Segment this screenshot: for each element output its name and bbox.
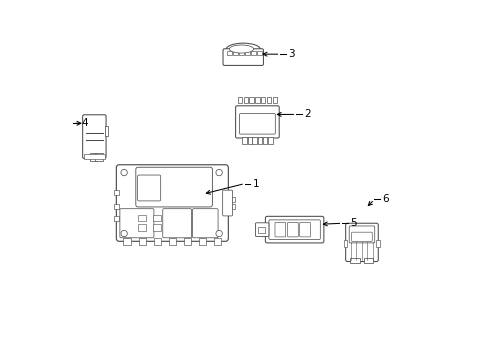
Bar: [350, 258, 360, 263]
FancyBboxPatch shape: [116, 165, 228, 241]
Bar: [90, 153, 98, 161]
Bar: [153, 215, 161, 221]
Bar: [226, 51, 232, 55]
Bar: [263, 136, 267, 144]
Bar: [154, 238, 161, 245]
FancyBboxPatch shape: [136, 167, 212, 207]
FancyBboxPatch shape: [240, 114, 275, 134]
Bar: [96, 153, 102, 161]
Bar: [258, 136, 262, 144]
Bar: [169, 238, 176, 245]
Text: 4: 4: [81, 118, 88, 128]
Bar: [232, 204, 235, 210]
Bar: [139, 238, 146, 245]
Bar: [255, 97, 260, 103]
Bar: [114, 216, 119, 221]
Ellipse shape: [226, 43, 260, 56]
Bar: [248, 136, 252, 144]
FancyBboxPatch shape: [288, 222, 298, 237]
FancyBboxPatch shape: [349, 226, 375, 243]
Bar: [199, 238, 206, 245]
Bar: [114, 204, 119, 210]
Bar: [344, 239, 347, 247]
Circle shape: [216, 169, 222, 176]
Bar: [153, 224, 161, 231]
Bar: [105, 126, 108, 136]
FancyBboxPatch shape: [138, 175, 161, 201]
Bar: [272, 97, 277, 103]
Bar: [267, 97, 271, 103]
Bar: [123, 238, 130, 245]
Circle shape: [121, 169, 127, 176]
Bar: [261, 97, 266, 103]
Text: 3: 3: [289, 49, 295, 59]
Text: 1: 1: [253, 179, 260, 189]
Bar: [269, 136, 272, 144]
Bar: [376, 239, 380, 247]
Bar: [232, 197, 235, 202]
Bar: [138, 215, 146, 221]
Bar: [258, 227, 265, 233]
FancyBboxPatch shape: [236, 106, 279, 138]
Bar: [251, 51, 256, 55]
Bar: [233, 51, 238, 55]
Bar: [214, 238, 221, 245]
Bar: [245, 51, 250, 55]
FancyBboxPatch shape: [222, 190, 233, 216]
FancyBboxPatch shape: [193, 209, 218, 238]
Text: 2: 2: [305, 109, 311, 120]
Circle shape: [216, 230, 222, 237]
FancyBboxPatch shape: [120, 209, 154, 238]
FancyBboxPatch shape: [255, 223, 269, 237]
Bar: [138, 224, 146, 231]
FancyBboxPatch shape: [266, 216, 324, 243]
FancyBboxPatch shape: [223, 49, 264, 66]
FancyBboxPatch shape: [269, 220, 320, 239]
FancyBboxPatch shape: [275, 222, 286, 237]
Text: 6: 6: [383, 194, 389, 204]
Text: 5: 5: [351, 218, 357, 228]
Bar: [364, 258, 373, 263]
FancyBboxPatch shape: [83, 115, 106, 158]
Bar: [238, 97, 242, 103]
Bar: [252, 136, 257, 144]
FancyBboxPatch shape: [163, 209, 192, 238]
Bar: [84, 154, 105, 159]
Ellipse shape: [229, 45, 253, 53]
Bar: [114, 190, 119, 195]
Bar: [244, 97, 248, 103]
Bar: [249, 97, 254, 103]
Bar: [242, 136, 246, 144]
Bar: [239, 51, 244, 55]
FancyBboxPatch shape: [345, 223, 378, 261]
Circle shape: [121, 230, 127, 237]
Bar: [184, 238, 191, 245]
FancyBboxPatch shape: [300, 222, 310, 237]
Bar: [257, 51, 262, 55]
FancyBboxPatch shape: [352, 232, 372, 242]
